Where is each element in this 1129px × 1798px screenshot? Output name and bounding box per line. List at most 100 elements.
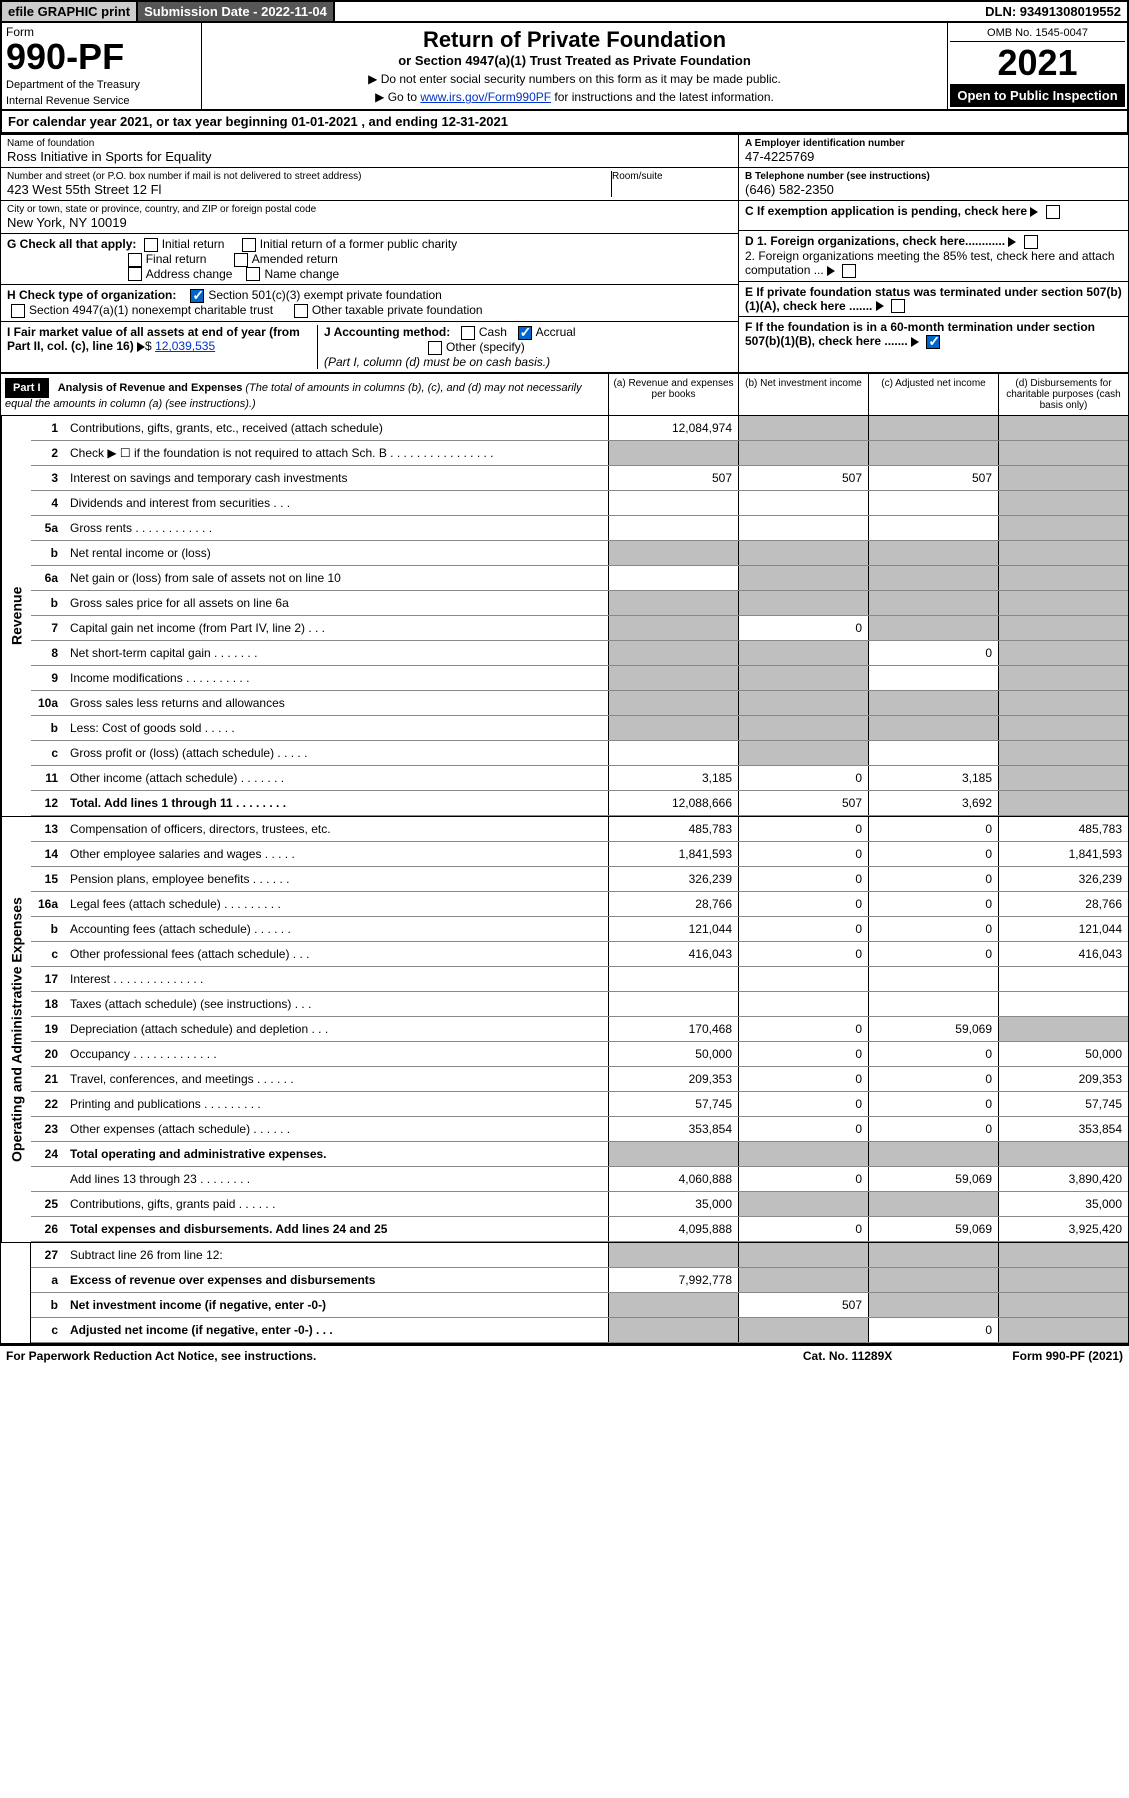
d2-checkbox[interactable]: [842, 264, 856, 278]
col-c-value: 0: [868, 1042, 998, 1066]
table-row: 1 Contributions, gifts, grants, etc., re…: [31, 416, 1128, 441]
line-description: Net short-term capital gain . . . . . . …: [66, 644, 608, 662]
table-row: a Excess of revenue over expenses and di…: [31, 1268, 1128, 1293]
line-description: Other employee salaries and wages . . . …: [66, 845, 608, 863]
col-d-value: 121,044: [998, 917, 1128, 941]
col-b-value: [738, 1318, 868, 1342]
dln: DLN: 93491308019552: [979, 2, 1127, 21]
note2-post: for instructions and the latest informat…: [551, 90, 774, 104]
accrual-checkbox[interactable]: [518, 326, 532, 340]
table-row: 2 Check ▶ ☐ if the foundation is not req…: [31, 441, 1128, 466]
e-cell: E If private foundation status was termi…: [739, 282, 1128, 318]
line-description: Less: Cost of goods sold . . . . .: [66, 719, 608, 737]
initial-return-checkbox[interactable]: [144, 238, 158, 252]
h-check-row: H Check type of organization: Section 50…: [1, 285, 738, 322]
col-a-value: [608, 591, 738, 615]
col-b-value: 0: [738, 1117, 868, 1141]
footer-mid: Cat. No. 11289X: [803, 1349, 892, 1363]
arrow-icon: [911, 337, 919, 347]
table-row: b Less: Cost of goods sold . . . . .: [31, 716, 1128, 741]
name-change-checkbox[interactable]: [246, 267, 260, 281]
col-a-value: 4,060,888: [608, 1167, 738, 1191]
col-a-value: 3,185: [608, 766, 738, 790]
title-col: Return of Private Foundation or Section …: [202, 23, 947, 109]
col-a-value: 326,239: [608, 867, 738, 891]
col-d-value: [998, 791, 1128, 815]
other-taxable-checkbox[interactable]: [294, 304, 308, 318]
col-d-value: [998, 716, 1128, 740]
table-row: 14 Other employee salaries and wages . .…: [31, 842, 1128, 867]
line-number: 12: [31, 796, 66, 810]
i-label: I Fair market value of all assets at end…: [7, 325, 300, 353]
cash-checkbox[interactable]: [461, 326, 475, 340]
col-d-value: 3,925,420: [998, 1217, 1128, 1241]
line-number: 21: [31, 1072, 66, 1086]
col-b-value: [738, 566, 868, 590]
line-description: Dividends and interest from securities .…: [66, 494, 608, 512]
table-row: 9 Income modifications . . . . . . . . .…: [31, 666, 1128, 691]
name-cell: Name of foundation Ross Initiative in Sp…: [1, 135, 738, 168]
j-note: (Part I, column (d) must be on cash basi…: [324, 355, 550, 369]
col-b-value: 0: [738, 616, 868, 640]
part1-title: Analysis of Revenue and Expenses: [58, 382, 243, 394]
4947-checkbox[interactable]: [11, 304, 25, 318]
final-return-checkbox[interactable]: [128, 253, 142, 267]
col-a-value: [608, 1142, 738, 1166]
col-d-header: (d) Disbursements for charitable purpose…: [998, 374, 1128, 415]
line-description: Total. Add lines 1 through 11 . . . . . …: [66, 794, 608, 812]
other-method-checkbox[interactable]: [428, 341, 442, 355]
table-row: c Other professional fees (attach schedu…: [31, 942, 1128, 967]
city-label: City or town, state or province, country…: [7, 204, 732, 215]
c-cell: C If exemption application is pending, c…: [739, 201, 1128, 231]
table-row: 21 Travel, conferences, and meetings . .…: [31, 1067, 1128, 1092]
col-c-value: [868, 1192, 998, 1216]
city-state-zip: New York, NY 10019: [7, 215, 732, 230]
e-checkbox[interactable]: [891, 299, 905, 313]
col-a-value: [608, 691, 738, 715]
line-description: Net rental income or (loss): [66, 544, 608, 562]
c-checkbox[interactable]: [1046, 205, 1060, 219]
line-number: a: [31, 1273, 66, 1287]
table-row: c Adjusted net income (if negative, ente…: [31, 1318, 1128, 1343]
line-description: Taxes (attach schedule) (see instruction…: [66, 995, 608, 1013]
col-d-value: [998, 766, 1128, 790]
initial-former-checkbox[interactable]: [242, 238, 256, 252]
col-a-value: 353,854: [608, 1117, 738, 1141]
line-description: Contributions, gifts, grants paid . . . …: [66, 1195, 608, 1213]
table-row: 10a Gross sales less returns and allowan…: [31, 691, 1128, 716]
arrow-icon: [137, 342, 145, 352]
col-d-value: 353,854: [998, 1117, 1128, 1141]
fmv-link[interactable]: 12,039,535: [155, 339, 215, 353]
calendar-year-row: For calendar year 2021, or tax year begi…: [0, 111, 1129, 134]
table-row: 26 Total expenses and disbursements. Add…: [31, 1217, 1128, 1242]
amended-return-checkbox[interactable]: [234, 253, 248, 267]
col-c-value: 0: [868, 641, 998, 665]
line-description: Add lines 13 through 23 . . . . . . . .: [66, 1170, 608, 1188]
f-checkbox[interactable]: [926, 335, 940, 349]
col-c-value: [868, 741, 998, 765]
col-a-value: 1,841,593: [608, 842, 738, 866]
line-number: 11: [31, 771, 66, 785]
col-b-value: 507: [738, 466, 868, 490]
line-number: 3: [31, 471, 66, 485]
tax-year: 2021: [950, 42, 1125, 84]
note2-pre: ▶ Go to: [375, 90, 420, 104]
col-b-value: [738, 1192, 868, 1216]
address-change-checkbox[interactable]: [128, 267, 142, 281]
col-a-value: [608, 1318, 738, 1342]
col-a-value: [608, 641, 738, 665]
col-d-value: 209,353: [998, 1067, 1128, 1091]
col-c-value: [868, 516, 998, 540]
form-header: Form 990-PF Department of the Treasury I…: [0, 23, 1129, 111]
501c3-checkbox[interactable]: [190, 289, 204, 303]
col-b-value: [738, 591, 868, 615]
line-number: 8: [31, 646, 66, 660]
irs-link[interactable]: www.irs.gov/Form990PF: [420, 90, 551, 104]
room-label: Room/suite: [612, 171, 732, 182]
g-label: G Check all that apply:: [7, 237, 136, 251]
table-row: 16a Legal fees (attach schedule) . . . .…: [31, 892, 1128, 917]
col-b-value: 0: [738, 942, 868, 966]
line-description: Legal fees (attach schedule) . . . . . .…: [66, 895, 608, 913]
col-b-value: [738, 666, 868, 690]
d1-checkbox[interactable]: [1024, 235, 1038, 249]
